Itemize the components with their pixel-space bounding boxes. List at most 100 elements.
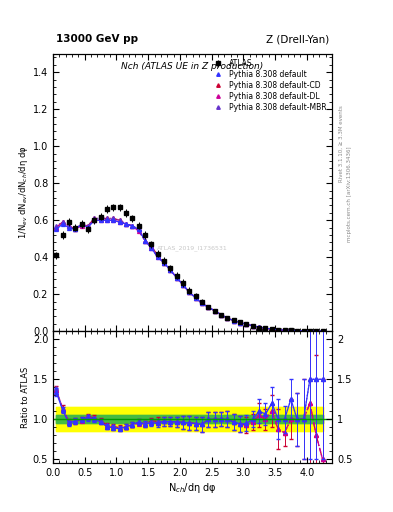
- Pythia 8.308 default-CD: [276, 327, 281, 333]
- Pythia 8.308 default-DL: [73, 226, 77, 232]
- Pythia 8.308 default-MBR: [314, 328, 319, 334]
- Pythia 8.308 default-MBR: [270, 326, 274, 332]
- Pythia 8.308 default-CD: [231, 317, 236, 324]
- Text: 13000 GeV pp: 13000 GeV pp: [56, 34, 138, 44]
- Pythia 8.308 default-CD: [187, 289, 192, 295]
- Pythia 8.308 default: [206, 304, 211, 310]
- Pythia 8.308 default-MBR: [86, 223, 90, 229]
- Pythia 8.308 default: [288, 327, 293, 333]
- Pythia 8.308 default-CD: [92, 216, 97, 222]
- Pythia 8.308 default-DL: [111, 217, 116, 223]
- Pythia 8.308 default-MBR: [60, 219, 65, 225]
- Text: Nch (ATLAS UE in Z production): Nch (ATLAS UE in Z production): [121, 62, 264, 71]
- Pythia 8.308 default-CD: [308, 328, 312, 334]
- Pythia 8.308 default-MBR: [301, 328, 306, 334]
- Pythia 8.308 default-DL: [193, 295, 198, 301]
- Pythia 8.308 default-MBR: [295, 328, 299, 334]
- Pythia 8.308 default-MBR: [143, 238, 147, 244]
- Pythia 8.308 default: [295, 328, 299, 334]
- X-axis label: N$_{ch}$/dη dφ: N$_{ch}$/dη dφ: [168, 481, 217, 495]
- Pythia 8.308 default-CD: [193, 295, 198, 301]
- Pythia 8.308 default-CD: [86, 223, 90, 229]
- Line: Pythia 8.308 default-CD: Pythia 8.308 default-CD: [54, 217, 325, 333]
- Pythia 8.308 default-CD: [98, 216, 103, 222]
- Pythia 8.308 default-DL: [98, 217, 103, 223]
- Pythia 8.308 default-MBR: [193, 295, 198, 301]
- Pythia 8.308 default: [308, 328, 312, 334]
- Pythia 8.308 default-MBR: [130, 223, 135, 229]
- Pythia 8.308 default-DL: [86, 223, 90, 229]
- Line: Pythia 8.308 default: Pythia 8.308 default: [54, 218, 325, 333]
- Pythia 8.308 default: [86, 225, 90, 231]
- Pythia 8.308 default-MBR: [219, 311, 224, 317]
- Pythia 8.308 default-DL: [143, 238, 147, 244]
- Pythia 8.308 default: [219, 311, 224, 317]
- Pythia 8.308 default: [231, 317, 236, 324]
- Pythia 8.308 default-DL: [206, 304, 211, 310]
- Pythia 8.308 default: [320, 328, 325, 334]
- Pythia 8.308 default: [143, 238, 147, 244]
- Pythia 8.308 default-DL: [320, 328, 325, 334]
- Pythia 8.308 default-MBR: [212, 308, 217, 314]
- Pythia 8.308 default-MBR: [105, 216, 109, 222]
- Pythia 8.308 default-MBR: [162, 260, 166, 266]
- Pythia 8.308 default: [212, 308, 217, 314]
- Pythia 8.308 default-DL: [308, 328, 312, 334]
- Pythia 8.308 default-CD: [136, 226, 141, 232]
- Pythia 8.308 default: [136, 226, 141, 232]
- Pythia 8.308 default-MBR: [238, 319, 242, 326]
- Pythia 8.308 default-CD: [206, 304, 211, 310]
- Pythia 8.308 default-MBR: [225, 315, 230, 322]
- Pythia 8.308 default: [60, 221, 65, 227]
- Pythia 8.308 default: [270, 326, 274, 332]
- Pythia 8.308 default-CD: [174, 274, 179, 281]
- Pythia 8.308 default-CD: [73, 226, 77, 232]
- Pythia 8.308 default: [301, 328, 306, 334]
- Pythia 8.308 default-CD: [212, 308, 217, 314]
- Line: Pythia 8.308 default-MBR: Pythia 8.308 default-MBR: [54, 217, 325, 333]
- Pythia 8.308 default-CD: [162, 260, 166, 266]
- Pythia 8.308 default-CD: [282, 327, 287, 333]
- Pythia 8.308 default-CD: [257, 324, 261, 330]
- Pythia 8.308 default-MBR: [73, 226, 77, 232]
- Pythia 8.308 default-DL: [276, 327, 281, 333]
- Pythia 8.308 default-DL: [105, 217, 109, 223]
- Pythia 8.308 default-DL: [54, 225, 59, 231]
- Pythia 8.308 default-DL: [238, 319, 242, 326]
- Pythia 8.308 default: [238, 319, 242, 326]
- Pythia 8.308 default-DL: [250, 323, 255, 329]
- Pythia 8.308 default-DL: [162, 260, 166, 266]
- Pythia 8.308 default-CD: [314, 328, 319, 334]
- Pythia 8.308 default-CD: [288, 327, 293, 333]
- Pythia 8.308 default: [73, 226, 77, 232]
- Pythia 8.308 default-CD: [155, 252, 160, 259]
- Pythia 8.308 default-CD: [149, 243, 154, 249]
- Pythia 8.308 default-MBR: [320, 328, 325, 334]
- Pythia 8.308 default-DL: [295, 328, 299, 334]
- Pythia 8.308 default-MBR: [66, 223, 71, 229]
- Pythia 8.308 default-MBR: [263, 325, 268, 331]
- Pythia 8.308 default-CD: [270, 326, 274, 332]
- Pythia 8.308 default: [105, 217, 109, 223]
- Pythia 8.308 default-DL: [219, 311, 224, 317]
- Pythia 8.308 default-CD: [295, 328, 299, 334]
- Pythia 8.308 default-DL: [257, 324, 261, 330]
- Pythia 8.308 default: [66, 225, 71, 231]
- Pythia 8.308 default-DL: [244, 322, 249, 328]
- Pythia 8.308 default: [276, 327, 281, 333]
- Pythia 8.308 default-MBR: [187, 289, 192, 295]
- Pythia 8.308 default-DL: [117, 219, 122, 225]
- Pythia 8.308 default: [187, 289, 192, 295]
- Pythia 8.308 default-MBR: [54, 223, 59, 229]
- Pythia 8.308 default-CD: [117, 217, 122, 223]
- Pythia 8.308 default-MBR: [257, 324, 261, 330]
- Pythia 8.308 default-CD: [244, 322, 249, 328]
- Pythia 8.308 default: [162, 260, 166, 266]
- Pythia 8.308 default-MBR: [244, 321, 249, 327]
- Pythia 8.308 default-CD: [124, 221, 129, 227]
- Pythia 8.308 default: [111, 217, 116, 223]
- Pythia 8.308 default-DL: [168, 267, 173, 273]
- Pythia 8.308 default-CD: [54, 225, 59, 231]
- Pythia 8.308 default-CD: [219, 311, 224, 317]
- Pythia 8.308 default-MBR: [98, 216, 103, 222]
